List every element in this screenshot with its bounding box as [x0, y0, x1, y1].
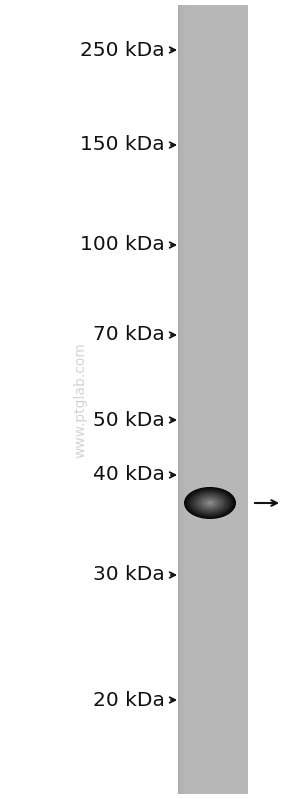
Ellipse shape: [189, 491, 231, 516]
Ellipse shape: [201, 497, 219, 509]
Text: 250 kDa: 250 kDa: [80, 41, 165, 59]
Bar: [178, 5, 248, 794]
Ellipse shape: [207, 501, 213, 505]
Text: 40 kDa: 40 kDa: [93, 466, 165, 484]
Text: 50 kDa: 50 kDa: [93, 411, 165, 430]
Text: 150 kDa: 150 kDa: [80, 136, 165, 154]
Ellipse shape: [194, 494, 226, 513]
Ellipse shape: [204, 499, 216, 507]
Ellipse shape: [193, 493, 227, 513]
Text: 20 kDa: 20 kDa: [93, 690, 165, 710]
Ellipse shape: [188, 490, 232, 516]
Ellipse shape: [206, 500, 214, 506]
Ellipse shape: [202, 498, 218, 508]
Ellipse shape: [185, 487, 235, 519]
Ellipse shape: [205, 500, 215, 507]
Ellipse shape: [208, 502, 212, 504]
Text: www.ptglab.com: www.ptglab.com: [73, 342, 87, 458]
Ellipse shape: [191, 491, 229, 515]
Ellipse shape: [187, 489, 233, 517]
Ellipse shape: [196, 495, 223, 511]
Ellipse shape: [198, 495, 223, 511]
Ellipse shape: [200, 497, 220, 510]
Text: 30 kDa: 30 kDa: [93, 566, 165, 585]
Text: 100 kDa: 100 kDa: [80, 236, 165, 255]
Ellipse shape: [192, 492, 228, 514]
Ellipse shape: [198, 496, 221, 510]
Ellipse shape: [203, 499, 217, 507]
Ellipse shape: [186, 488, 234, 518]
Ellipse shape: [190, 491, 230, 515]
Text: 70 kDa: 70 kDa: [93, 325, 165, 344]
Ellipse shape: [196, 494, 225, 512]
Ellipse shape: [184, 487, 236, 519]
